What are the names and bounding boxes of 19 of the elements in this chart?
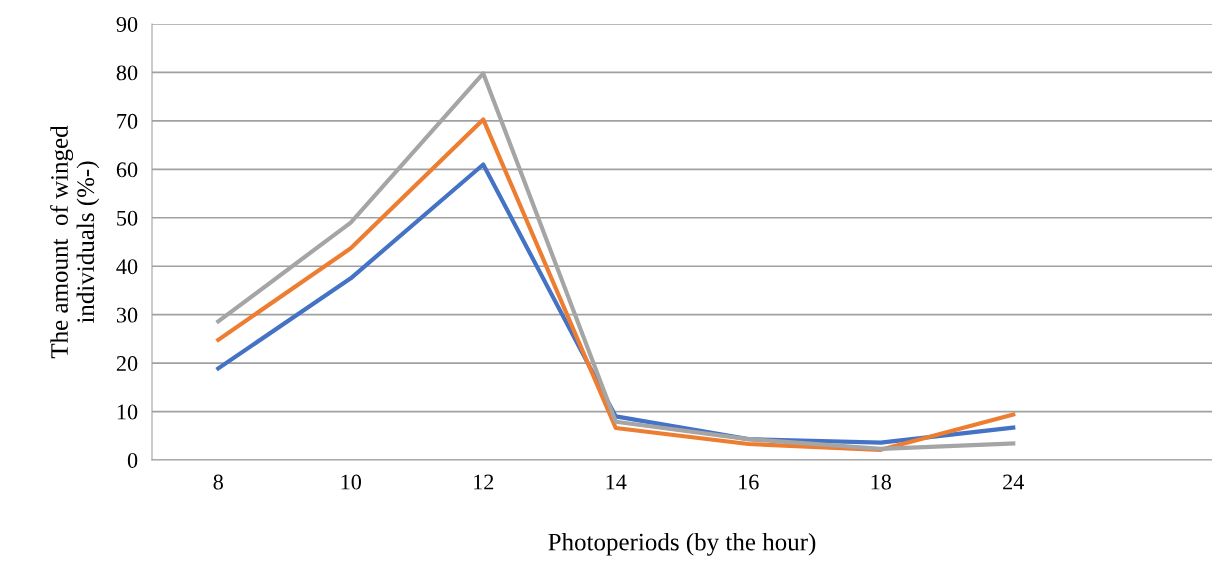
- x-tick-label: 16: [739, 474, 759, 490]
- x-tick-label: 8: [213, 474, 223, 490]
- y-tick-label: 90: [116, 16, 138, 32]
- x-axis-title: Photoperiods (by the hour): [548, 532, 816, 556]
- x-tick-label: 12: [474, 474, 494, 490]
- y-tick-label: 20: [116, 356, 138, 372]
- y-tick-label: 0: [127, 452, 138, 468]
- y-tick-label: 30: [116, 307, 138, 323]
- y-axis-title: The amount of winged individuals (%-): [50, 125, 100, 359]
- x-tick-label: 14: [606, 474, 627, 490]
- y-tick-label: 70: [117, 113, 138, 129]
- y-tick-label: 80: [116, 65, 138, 81]
- y-tick-label: 10: [117, 404, 138, 420]
- x-tick-label: 18: [871, 474, 892, 490]
- y-tick-label: 60: [116, 162, 138, 178]
- x-tick-label: 24: [1003, 474, 1025, 490]
- x-tick-label: 10: [341, 474, 362, 490]
- y-tick-label: 40: [116, 259, 138, 275]
- y-tick-label: 50: [117, 210, 138, 226]
